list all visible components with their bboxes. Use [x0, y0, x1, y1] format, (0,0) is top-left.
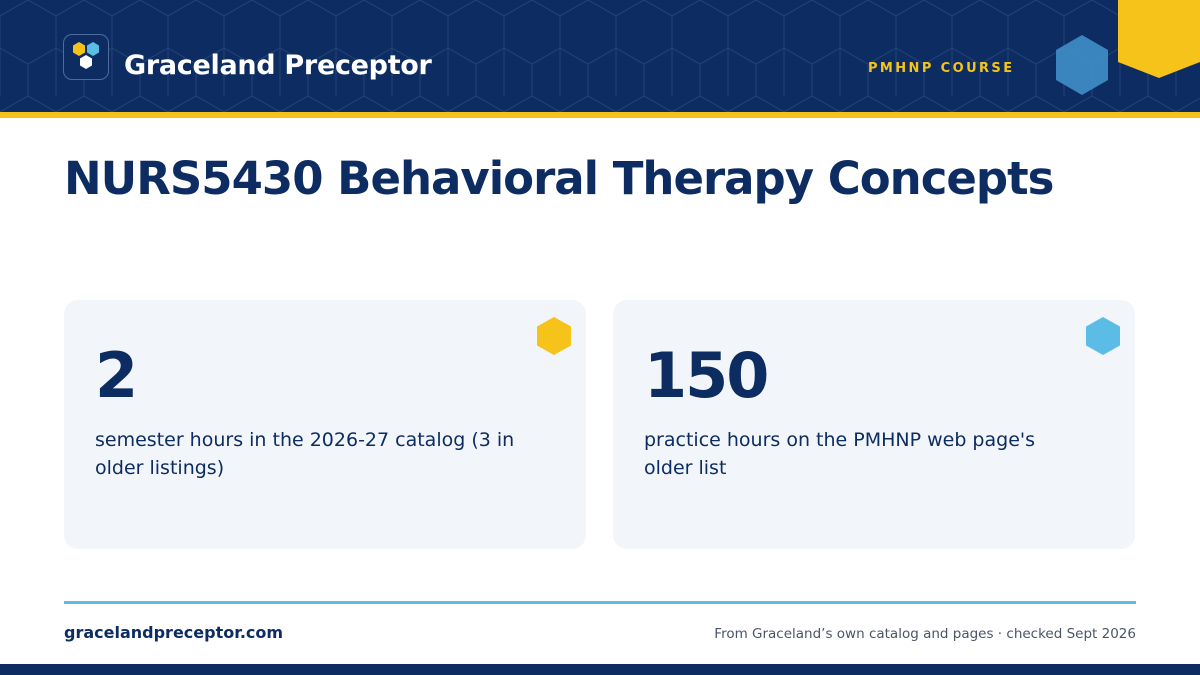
- stat-value: 150: [644, 339, 769, 412]
- course-tag: PMHNP COURSE: [868, 61, 1015, 76]
- brand-name: Graceland Preceptor: [124, 50, 432, 81]
- header-accent-stripe: [0, 112, 1200, 118]
- stat-value: 2: [95, 339, 138, 412]
- blue-hexagon-icon: [1086, 317, 1120, 355]
- blue-hexagon-decoration: [1056, 35, 1108, 95]
- hexagon-pattern-background: [0, 0, 1200, 112]
- footer-divider: [64, 601, 1136, 604]
- logo: [63, 34, 109, 80]
- stat-description: practice hours on the PMHNP web page's o…: [644, 429, 1036, 479]
- stat-card-semester-hours: 2 semester hours in the 2026-27 catalog …: [64, 300, 586, 549]
- site-url: gracelandpreceptor.com: [64, 623, 284, 642]
- hexagon-cluster-icon: [73, 42, 99, 69]
- yellow-hexagon-corner: [1118, 0, 1200, 78]
- yellow-hexagon-icon: [537, 317, 571, 355]
- stat-description: semester hours in the 2026-27 catalog (3…: [95, 429, 515, 479]
- bottom-bar: [0, 664, 1200, 675]
- stat-card-practice-hours: 150 practice hours on the PMHNP web page…: [613, 300, 1135, 549]
- page-title: NURS5430 Behavioral Therapy Concepts: [64, 152, 1054, 205]
- header-bar: Graceland Preceptor PMHNP COURSE: [0, 0, 1200, 112]
- source-note: From Graceland’s own catalog and pages ·…: [714, 626, 1136, 642]
